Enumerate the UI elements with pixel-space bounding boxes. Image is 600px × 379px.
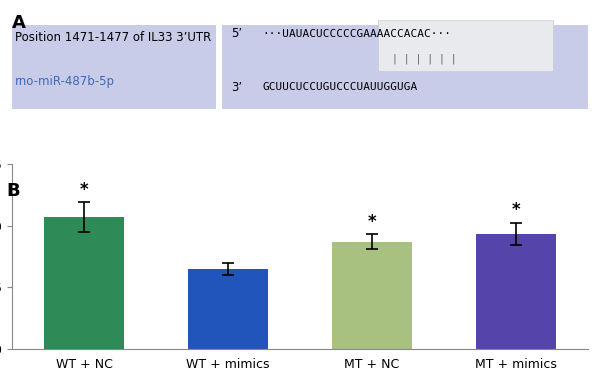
Text: *: * [80, 180, 88, 199]
Text: Position 1471-1477 of IL33 3’UTR: Position 1471-1477 of IL33 3’UTR [15, 30, 211, 44]
Bar [12, 25, 588, 109]
Text: B: B [6, 182, 20, 200]
Text: GCUUCUCCUGUCCCUAUUGGUGA: GCUUCUCCUGUCCCUAUUGGUGA [263, 82, 418, 92]
Text: rno-miR-487b-5p: rno-miR-487b-5p [15, 75, 115, 88]
Text: 5’: 5’ [231, 27, 242, 41]
Bar [217, 25, 222, 109]
Bar [378, 20, 553, 71]
Text: *: * [368, 213, 376, 230]
Text: *: * [512, 202, 520, 219]
Bar [44, 217, 124, 349]
Bar [188, 269, 268, 349]
Text: A: A [12, 14, 26, 33]
Bar [332, 242, 412, 349]
Text: ···UAUACUCCCCCGAAAACCACAC···: ···UAUACUCCCCCGAAAACCACAC··· [263, 29, 452, 39]
Text: | | | | | |: | | | | | | [392, 54, 457, 64]
Text: 3’: 3’ [231, 81, 242, 94]
Bar [476, 234, 556, 349]
